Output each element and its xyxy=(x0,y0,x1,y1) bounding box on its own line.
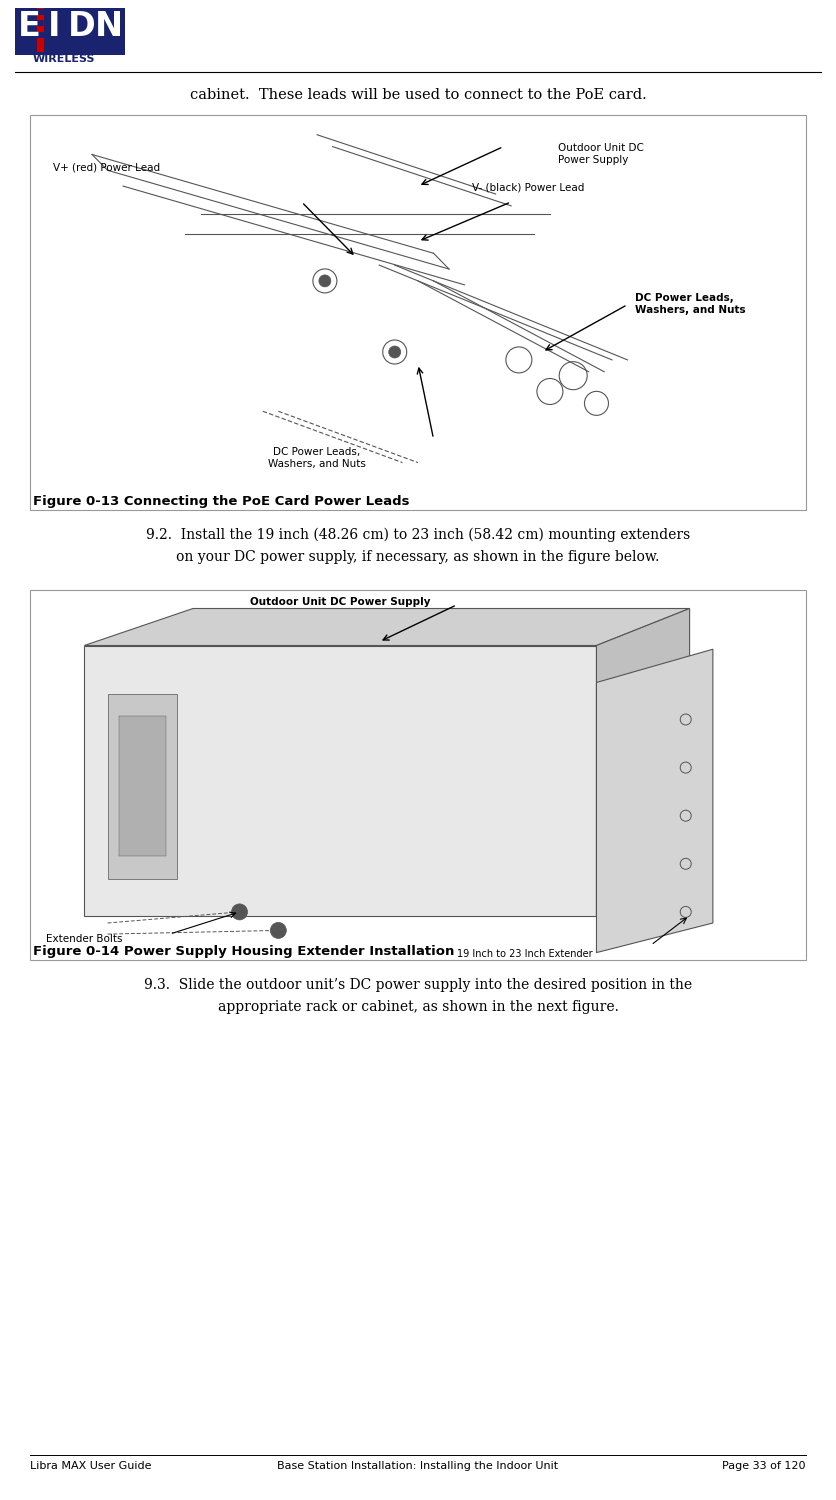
Text: E: E xyxy=(20,8,47,46)
FancyBboxPatch shape xyxy=(15,8,125,56)
Circle shape xyxy=(232,904,247,920)
Text: 9.3.  Slide the outdoor unit’s DC power supply into the desired position in the: 9.3. Slide the outdoor unit’s DC power s… xyxy=(144,978,692,992)
Text: on your DC power supply, if necessary, as shown in the figure below.: on your DC power supply, if necessary, a… xyxy=(176,550,660,564)
Bar xyxy=(30,590,806,960)
Bar xyxy=(120,716,166,856)
Polygon shape xyxy=(596,650,713,952)
Polygon shape xyxy=(84,609,690,645)
Text: N: N xyxy=(95,10,123,44)
Text: V- (black) Power Lead: V- (black) Power Lead xyxy=(472,182,584,192)
Bar xyxy=(93,8,120,52)
Text: I: I xyxy=(48,10,60,44)
Text: Base Station Installation: Installing the Indoor Unit: Base Station Installation: Installing th… xyxy=(278,1461,558,1472)
Circle shape xyxy=(319,274,331,286)
Text: D: D xyxy=(68,10,96,44)
Text: Figure 0-14 Power Supply Housing Extender Installation: Figure 0-14 Power Supply Housing Extende… xyxy=(33,945,455,958)
Bar xyxy=(66,8,93,52)
Bar xyxy=(15,8,37,52)
Text: DC Power Leads,
Washers, and Nuts: DC Power Leads, Washers, and Nuts xyxy=(268,447,366,470)
Text: Figure 0-13 Connecting the PoE Card Power Leads: Figure 0-13 Connecting the PoE Card Powe… xyxy=(33,495,410,508)
Text: Outdoor Unit DC Power Supply: Outdoor Unit DC Power Supply xyxy=(250,597,431,608)
Text: Page 33 of 120: Page 33 of 120 xyxy=(722,1461,806,1472)
Text: Libra MAX User Guide: Libra MAX User Guide xyxy=(30,1461,151,1472)
Text: Outdoor Unit DC
Power Supply: Outdoor Unit DC Power Supply xyxy=(558,142,644,165)
Bar xyxy=(108,693,177,879)
Polygon shape xyxy=(596,609,690,915)
Circle shape xyxy=(270,922,286,939)
Text: appropriate rack or cabinet, as shown in the next figure.: appropriate rack or cabinet, as shown in… xyxy=(217,1000,619,1014)
Polygon shape xyxy=(84,645,596,915)
Text: E: E xyxy=(18,10,41,44)
Circle shape xyxy=(389,346,400,358)
Text: WIRELESS: WIRELESS xyxy=(33,54,95,64)
Text: V+ (red) Power Lead: V+ (red) Power Lead xyxy=(54,162,161,172)
Text: DC Power Leads,
Washers, and Nuts: DC Power Leads, Washers, and Nuts xyxy=(635,292,746,315)
Text: cabinet.  These leads will be used to connect to the PoE card.: cabinet. These leads will be used to con… xyxy=(190,88,646,102)
Text: 9.2.  Install the 19 inch (48.26 cm) to 23 inch (58.42 cm) mounting extenders: 9.2. Install the 19 inch (48.26 cm) to 2… xyxy=(145,528,691,543)
Bar xyxy=(37,8,44,52)
Bar xyxy=(30,116,806,510)
Text: 19 Inch to 23 Inch Extender: 19 Inch to 23 Inch Extender xyxy=(456,950,593,958)
Bar xyxy=(44,8,66,52)
Text: Extender Bolts: Extender Bolts xyxy=(45,934,122,944)
